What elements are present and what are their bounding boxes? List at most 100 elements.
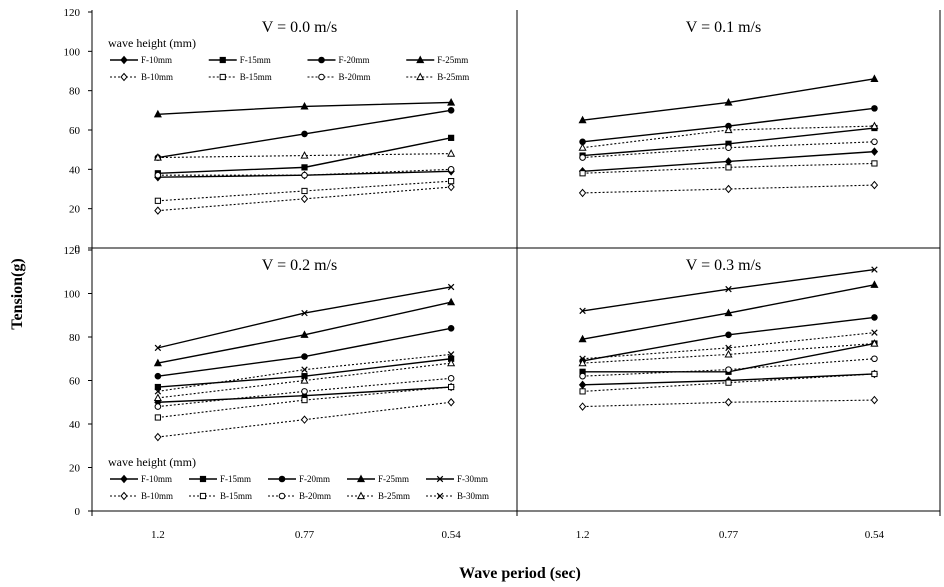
data-point — [725, 331, 732, 339]
panel-1: V = 0.0 m/s wave height (mm) F-10mm F-15mm F… — [108, 19, 469, 215]
data-point — [448, 383, 455, 391]
x-marker-stroke — [154, 388, 162, 395]
legend-marker — [356, 491, 366, 500]
legend-entry: B-10mm — [141, 72, 173, 82]
data-point — [300, 415, 309, 424]
panel-title: V = 0.0 m/s — [262, 19, 337, 36]
series-line — [157, 362, 452, 399]
data-point — [153, 109, 162, 118]
panel-title: V = 0.2 m/s — [262, 257, 337, 274]
x-marker-stroke — [871, 266, 878, 273]
data-point — [871, 138, 878, 146]
series-line — [157, 286, 452, 349]
legend-entry: B-20mm — [299, 491, 331, 501]
legend-marker — [120, 474, 128, 484]
legend-marker — [436, 475, 444, 483]
data-point — [725, 144, 732, 151]
data-point — [301, 396, 308, 404]
y-axis-label: Tension(g) — [9, 258, 26, 329]
data-point — [447, 375, 455, 382]
x-marker-stroke — [447, 351, 455, 358]
data-point — [870, 121, 879, 130]
legend-entry: B-15mm — [240, 72, 272, 82]
data-point — [447, 297, 456, 306]
data-point — [154, 344, 162, 352]
y-tick-label: 100 — [64, 46, 81, 58]
data-point — [870, 395, 879, 405]
y-tick-label: 60 — [69, 376, 81, 388]
y-tick-label: 40 — [69, 419, 81, 431]
data-point — [153, 358, 162, 367]
legend-entry: F-20mm — [299, 474, 330, 484]
data-point — [579, 388, 586, 395]
data-point — [871, 370, 878, 378]
data-point — [724, 349, 733, 358]
data-point — [725, 379, 732, 386]
series-line — [582, 373, 875, 392]
series-line — [582, 162, 875, 174]
data-point — [725, 344, 732, 352]
legend-entry: F-25mm — [437, 55, 468, 65]
y-tick-label: 60 — [69, 125, 81, 137]
legend-marker — [199, 492, 207, 500]
data-point — [870, 74, 879, 82]
data-point — [300, 151, 309, 159]
data-point — [447, 149, 456, 157]
legend-marker — [278, 492, 286, 500]
legend-marker — [356, 474, 366, 483]
x-marker-stroke — [301, 309, 308, 317]
y-tick-label: 120 — [64, 7, 81, 19]
x-axis-label: Wave period (sec) — [459, 565, 581, 582]
legend-entry: F-15mm — [240, 55, 271, 65]
x-tick-label: 1.2 — [151, 529, 165, 541]
data-point — [447, 166, 455, 173]
legend-entry: F-20mm — [339, 55, 370, 65]
legend-entry: F-25mm — [378, 474, 409, 484]
legend-entry: B-30mm — [457, 491, 489, 501]
legend-marker — [436, 492, 444, 500]
data-point — [447, 325, 455, 332]
panel-3: V = 0.2 m/s wave height (mm) F-10mm F-15mm F… — [108, 257, 489, 501]
legend-marker — [219, 56, 226, 64]
y-tick-label: 100 — [64, 289, 81, 301]
data-point — [871, 105, 878, 112]
data-point — [154, 372, 162, 380]
series-line — [157, 168, 452, 176]
data-point — [871, 314, 878, 321]
data-point — [301, 130, 308, 138]
data-point — [154, 432, 162, 442]
data-point — [725, 366, 732, 373]
data-point — [300, 330, 309, 338]
x-tick-label: 0.77 — [295, 529, 315, 541]
data-point — [870, 280, 879, 288]
data-point — [154, 414, 161, 421]
panel-title: V = 0.1 m/s — [686, 19, 761, 36]
series-line — [157, 377, 452, 408]
y-tick-label: 0 — [75, 243, 81, 255]
x-tick-label: 1.2 — [576, 529, 590, 541]
data-point — [725, 164, 732, 171]
data-point — [154, 388, 162, 395]
data-point — [154, 197, 161, 204]
data-point — [154, 171, 162, 179]
data-point — [153, 153, 162, 161]
x-marker-stroke — [725, 285, 732, 293]
data-point — [579, 372, 586, 380]
x-marker-stroke — [436, 492, 444, 500]
legend-entry: B-25mm — [378, 491, 410, 501]
y-tick-label: 120 — [64, 245, 81, 257]
data-point — [724, 157, 733, 166]
legend-entry: B-20mm — [339, 72, 371, 82]
y-tick-label: 80 — [69, 86, 81, 98]
series-line — [582, 141, 875, 159]
legend-marker — [199, 475, 207, 483]
data-point — [579, 170, 586, 177]
legend-marker — [120, 55, 128, 65]
data-point — [154, 403, 162, 410]
data-point — [871, 355, 878, 363]
data-point — [578, 143, 587, 151]
legend-title: wave height (mm) — [108, 36, 196, 50]
data-point — [724, 125, 733, 134]
x-tick-label: 0.54 — [865, 529, 885, 541]
data-point — [578, 380, 587, 390]
